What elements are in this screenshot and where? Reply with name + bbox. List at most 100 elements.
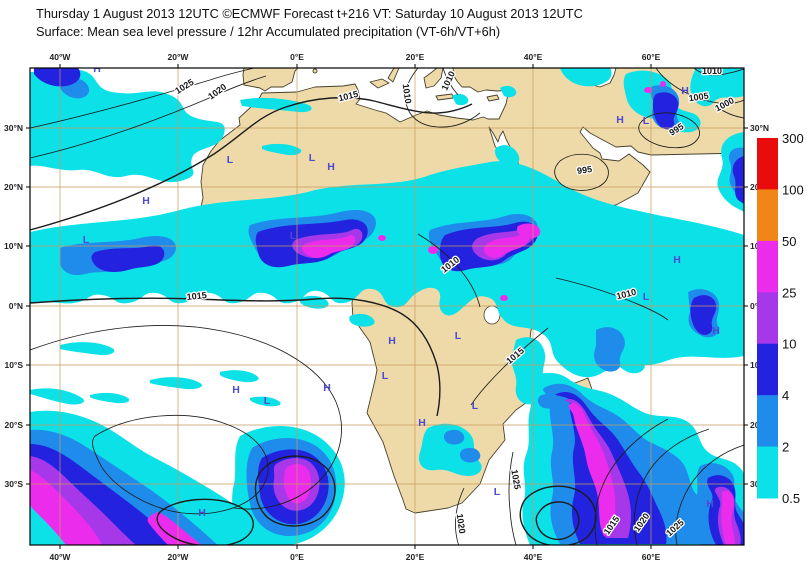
lon-label-bottom: 20°W — [168, 552, 190, 562]
precip-magenta — [500, 295, 508, 301]
precip-darkblue — [34, 68, 81, 87]
high-pressure-marker: H — [712, 325, 720, 337]
precip-darkblue — [91, 245, 165, 272]
low-pressure-marker: L — [382, 370, 389, 382]
high-pressure-marker: H — [142, 195, 150, 207]
precip-blue — [537, 393, 559, 409]
lon-label-top: 40°W — [50, 52, 72, 62]
isobar-1010 — [442, 68, 459, 96]
legend-band — [757, 395, 778, 448]
lat-label-right: 10 — [750, 241, 760, 251]
precip-streak — [90, 392, 130, 404]
high-pressure-marker: H — [198, 507, 206, 519]
lat-label-right: 30 — [750, 479, 760, 489]
lat-label-left: 20°N — [4, 182, 23, 192]
legend-band — [757, 292, 778, 345]
legend-band — [757, 138, 778, 190]
isobar-1010 — [693, 68, 744, 76]
legend-value-label: 50 — [782, 234, 796, 249]
precip-streak — [250, 396, 281, 407]
precip-streak — [30, 388, 85, 405]
legend-band — [757, 446, 778, 499]
legend-value-label: 4 — [782, 388, 789, 403]
high-pressure-marker: H — [323, 382, 331, 394]
precip-magenta — [30, 470, 102, 545]
header-line1: Thursday 1 August 2013 12UTC ©ECMWF Fore… — [36, 6, 583, 21]
legend-band — [757, 240, 778, 293]
low-pressure-marker: L — [494, 486, 501, 498]
precip-streak — [220, 370, 259, 383]
precip-magenta — [660, 81, 666, 87]
isobar-1020 — [633, 428, 710, 545]
isobar-value-label: 1010 — [702, 66, 722, 76]
tick-layer — [26, 64, 748, 549]
grid-layer — [30, 68, 744, 545]
axis-label-layer: 40°W 40°W 20°W 20°W 0°E 0°E 20°E 20°E 40°E 40°E 60… — [4, 52, 769, 562]
low-pressure-marker: L — [455, 330, 462, 342]
lon-label-bottom: 40°E — [524, 552, 543, 562]
precip-purple — [30, 456, 136, 545]
legend-band — [757, 189, 778, 242]
isobar-1020 — [454, 487, 465, 545]
low-pressure-marker: L — [643, 291, 650, 303]
precip-guinea-spot — [349, 313, 375, 327]
lat-label-right: 10 — [750, 360, 760, 370]
precip-magenta — [301, 235, 356, 258]
precip-magenta — [428, 246, 438, 254]
precip-blue — [30, 429, 218, 545]
sicily — [369, 78, 390, 89]
high-pressure-marker: H — [616, 114, 624, 126]
lon-label-top: 20°W — [168, 52, 190, 62]
precip-sa-coast — [418, 423, 482, 476]
lat-label-left: 30°N — [4, 123, 23, 133]
greece — [423, 68, 444, 89]
header-line2: Surface: Mean sea level pressure / 12hr … — [36, 24, 500, 39]
lat-label-left: 20°S — [4, 420, 23, 430]
precip-blue — [594, 327, 625, 372]
isobar-1020 — [30, 75, 267, 159]
precip-magenta — [644, 87, 652, 93]
isobar-995 — [638, 112, 700, 149]
lat-label-right: 30°N — [750, 123, 769, 133]
legend-value-label: 100 — [782, 182, 804, 197]
legend-value-label: 300 — [782, 131, 804, 146]
lon-label-top: 0°E — [290, 52, 304, 62]
isobar-value-label: 1005 — [688, 91, 709, 104]
lon-label-top: 40°E — [524, 52, 543, 62]
isobar-1010 — [555, 277, 669, 321]
isobar-1010 — [417, 233, 481, 308]
precip-med-spot — [500, 85, 517, 98]
high-pressure-marker: H — [327, 161, 335, 173]
isobar-value-label: 1025 — [509, 469, 522, 490]
balearic-island — [312, 68, 318, 74]
low-pressure-marker: L — [643, 115, 650, 127]
italy-toe — [387, 68, 400, 83]
precip-blue — [459, 447, 481, 463]
legend-value-label: 10 — [782, 337, 796, 352]
high-pressure-marker: H — [388, 335, 396, 347]
legend-value-label: 2 — [782, 440, 789, 455]
lat-label-right: 20 — [750, 182, 760, 192]
lon-label-bottom: 20°E — [406, 552, 425, 562]
lat-label-left: 10°N — [4, 241, 23, 251]
precip-darkblue — [732, 156, 744, 204]
precip-streak — [240, 97, 312, 113]
lat-label-left: 10°S — [4, 360, 23, 370]
precip-magenta — [483, 232, 530, 258]
legend-value-label: 0.5 — [782, 491, 800, 506]
isobar-1015 — [30, 96, 473, 231]
precip-darkblue — [690, 295, 717, 335]
isobar-value-label: 1010 — [401, 83, 414, 104]
precip-magenta — [721, 490, 735, 545]
isobar-cyclone-outer — [519, 485, 597, 545]
precip-ne-1 — [560, 68, 612, 87]
precip-magenta — [147, 512, 202, 545]
isobar-value-label: 1015 — [186, 290, 207, 302]
isobar-1025 — [92, 415, 269, 515]
isobar-1015 — [470, 327, 549, 406]
low-pressure-marker: L — [264, 395, 271, 407]
isobar-high-center — [156, 498, 254, 545]
lat-label-left: 0°N — [9, 301, 23, 311]
high-pressure-marker: H — [673, 254, 681, 266]
